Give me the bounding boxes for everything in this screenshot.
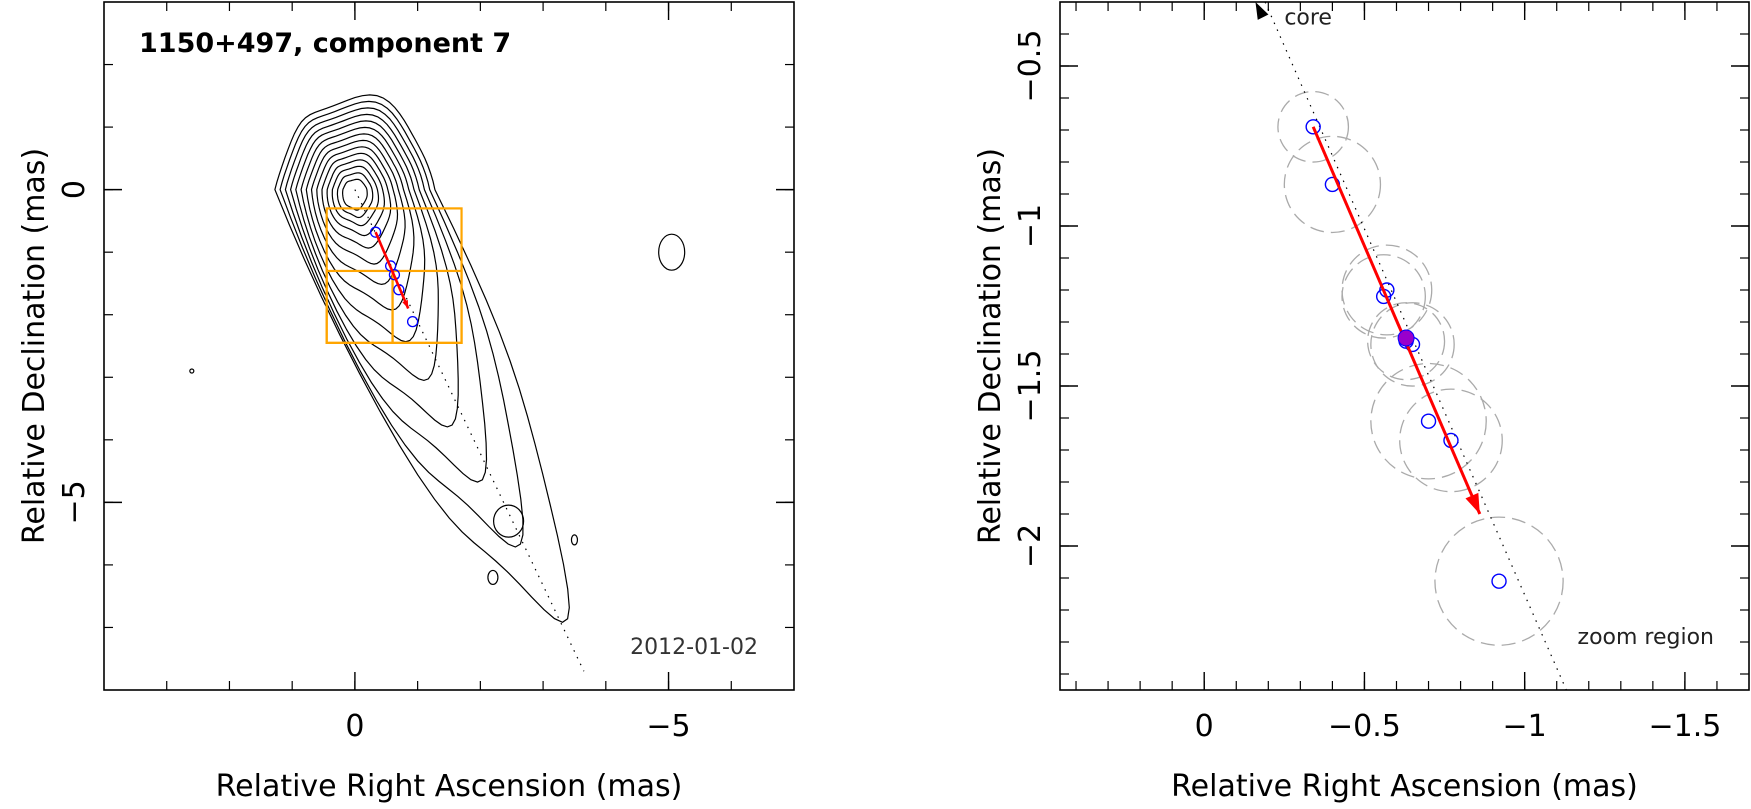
x-tick-label: −0.5 (1328, 709, 1401, 744)
contour-island (492, 504, 525, 538)
motion-vector (374, 231, 410, 309)
left-panel: 0 −5 0 −5 Relative Right Ascension (mas) Rela… (17, 1, 795, 804)
x-tick-label: −1.5 (1648, 709, 1721, 744)
contour-island (570, 534, 579, 546)
contour-line (279, 100, 524, 548)
contour-line (300, 126, 426, 343)
component-size-ellipse (1434, 516, 1564, 646)
plot-frame (103, 1, 795, 691)
contour-line (289, 113, 459, 428)
zoom-region-label: zoom region (1578, 625, 1714, 650)
contour-island (487, 569, 499, 586)
x-axis-label: Relative Right Ascension (mas) (1171, 769, 1638, 804)
core-direction-arrow (1255, 2, 1269, 20)
component-marker (406, 315, 419, 328)
y-tick-label: −1 (1013, 204, 1048, 248)
component-size-ellipse (1370, 362, 1487, 480)
current-component-marker (1397, 329, 1415, 347)
zoom-region-box (391, 269, 463, 344)
component-size-ellipse (1370, 302, 1455, 387)
component-marker (1491, 573, 1507, 589)
y-tick-label: −5 (57, 480, 92, 524)
jet-axis-line (1264, 1, 1567, 691)
core-label: core (1284, 5, 1332, 30)
component-size-ellipse (1341, 254, 1426, 339)
contour-line (295, 120, 439, 382)
motion-vector-head (1465, 492, 1480, 514)
contour-line (326, 159, 386, 237)
component-size-ellipse (1399, 388, 1503, 493)
contour-island (658, 233, 686, 271)
x-tick-label: 0 (1195, 709, 1214, 744)
chart-title: 1150+497, component 7 (139, 28, 511, 59)
component-size-ellipse (1341, 244, 1433, 336)
motion-vector (1311, 126, 1482, 515)
x-tick-label: −5 (646, 709, 690, 744)
contour-line (305, 133, 415, 311)
component-marker (388, 269, 401, 281)
y-axis-label: Relative Declination (mas) (973, 148, 1008, 544)
x-tick-label: −1 (1503, 709, 1547, 744)
x-tick-label: 0 (345, 709, 364, 744)
contour-line (341, 178, 368, 211)
motion-vector-head (402, 299, 409, 309)
y-tick-label: −2 (1013, 524, 1048, 568)
y-tick-label: −1.5 (1013, 350, 1048, 423)
contour-line (336, 172, 374, 219)
component-size-ellipse (1283, 135, 1382, 234)
x-axis-label: Relative Right Ascension (mas) (216, 769, 683, 804)
contour-line (274, 94, 570, 623)
zoom-region-box (325, 269, 394, 344)
epoch-label: 2012-01-02 (630, 635, 758, 660)
y-axis-label: Relative Declination (mas) (17, 148, 52, 544)
component-marker (1420, 413, 1437, 429)
contour-line (284, 107, 488, 483)
plot-frame (1059, 1, 1750, 691)
contour-line (331, 165, 380, 227)
y-tick-label: 0 (57, 180, 92, 199)
component-marker (369, 226, 382, 238)
contour-island (189, 368, 195, 374)
component-marker (1305, 119, 1321, 135)
contour-map (189, 94, 686, 623)
component-size-ellipse (1277, 90, 1350, 163)
right-panel: 0 −0.5 −1 −1.5 −0.5 −1 −1.5 −2 Relative Right As… (973, 1, 1750, 804)
y-tick-label: −0.5 (1013, 30, 1048, 103)
